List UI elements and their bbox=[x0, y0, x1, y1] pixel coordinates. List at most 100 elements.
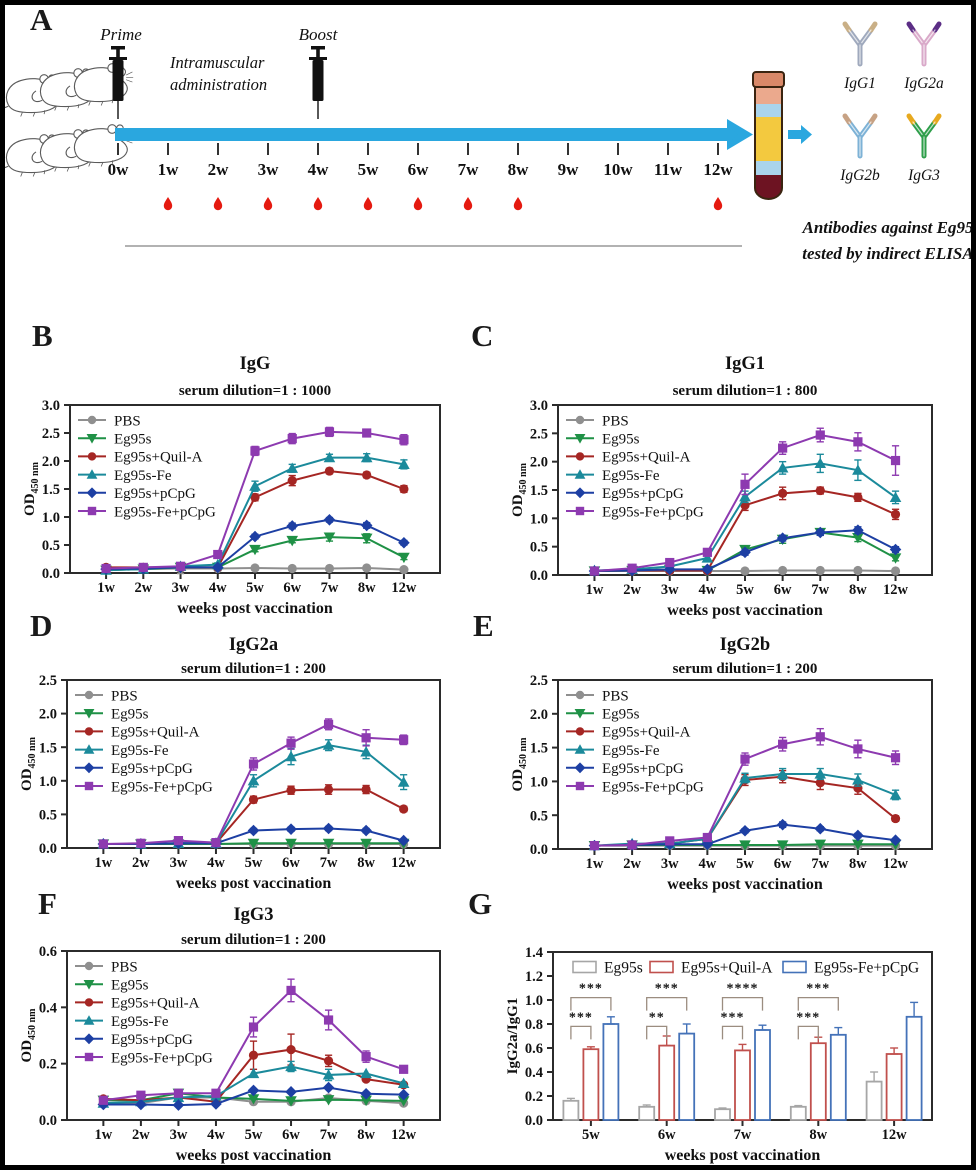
x-tick-label: 4w bbox=[207, 1127, 225, 1143]
x-tick-label: 8w bbox=[357, 1127, 375, 1143]
bar bbox=[714, 1108, 731, 1121]
y-tick-label: 0.5 bbox=[42, 538, 60, 554]
x-tick-label: 2w bbox=[132, 1127, 150, 1143]
y-tick-label: 1.5 bbox=[42, 482, 60, 498]
x-axis-label: weeks post vaccination bbox=[177, 600, 333, 617]
significance-bracket bbox=[570, 1025, 592, 1040]
significance-bracket bbox=[797, 1025, 819, 1040]
legend-label: PBS bbox=[602, 688, 629, 704]
chart-title: IgG1 bbox=[725, 354, 765, 374]
legend-label: Eg95s bbox=[114, 431, 152, 447]
bar bbox=[885, 1053, 903, 1121]
significance-bracket bbox=[721, 996, 764, 1011]
bar bbox=[602, 1023, 620, 1121]
week-label: 5w bbox=[358, 160, 380, 179]
y-tick-label: 1.0 bbox=[525, 993, 543, 1009]
legend: PBS Eg95s Eg95s+Quil-A Eg95s-Fe Eg95s+pCpG Eg… bbox=[78, 413, 216, 520]
legend-label: Eg95s+Quil-A bbox=[114, 450, 203, 466]
x-axis-label: weeks post vaccination bbox=[176, 1147, 332, 1164]
legend-label: Eg95s+Quil-A bbox=[602, 725, 691, 741]
legend-label: Eg95s+pCpG bbox=[111, 761, 193, 777]
week-label: 2w bbox=[208, 160, 230, 179]
y-tick-label: 3.0 bbox=[42, 398, 60, 414]
x-tick-label: 5w bbox=[245, 855, 263, 871]
legend-label: Eg95s+Quil-A bbox=[111, 996, 200, 1012]
week-label: 6w bbox=[408, 160, 430, 179]
significance-stars: *** bbox=[579, 982, 603, 997]
chart-subtitle: serum dilution=1 : 200 bbox=[181, 932, 326, 948]
week-label: 0w bbox=[108, 160, 130, 179]
x-tick-label: 8w bbox=[357, 855, 375, 871]
x-tick-label: 12w bbox=[883, 856, 909, 872]
legend-label: PBS bbox=[602, 413, 629, 429]
x-tick-label: 1w bbox=[586, 856, 604, 872]
x-tick-label: 2w bbox=[134, 580, 152, 596]
blood-drop-icon bbox=[513, 197, 523, 211]
week-label: 10w bbox=[603, 160, 633, 179]
y-tick-label: 0.0 bbox=[525, 1113, 543, 1129]
legend-label: Eg95s-Fe bbox=[111, 1014, 169, 1030]
antibody-label: IgG2b bbox=[839, 167, 880, 184]
x-tick-label: 6w bbox=[658, 1127, 676, 1143]
antibody-icon bbox=[842, 113, 878, 159]
x-tick-label: 4w bbox=[207, 855, 225, 871]
admin-label: administration bbox=[170, 75, 267, 94]
y-axis-label: OD450 nm bbox=[19, 1008, 38, 1063]
x-tick-label: 5w bbox=[245, 1127, 263, 1143]
x-tick-label: 5w bbox=[736, 856, 754, 872]
x-axis-label: weeks post vaccination bbox=[667, 602, 823, 619]
series-Eg95s-Fe+pCpG bbox=[98, 718, 409, 849]
significance-bracket bbox=[646, 996, 688, 1011]
y-tick-label: 0.0 bbox=[530, 568, 548, 584]
antibody-label: IgG3 bbox=[907, 167, 940, 184]
y-tick-label: 2.0 bbox=[530, 455, 548, 471]
blood-drop-icon bbox=[413, 197, 423, 211]
bar-series-Eg95s bbox=[562, 1071, 883, 1121]
significance-stars: **** bbox=[727, 982, 759, 997]
x-tick-label: 6w bbox=[282, 1127, 300, 1143]
x-tick-label: 3w bbox=[661, 856, 679, 872]
chart-title: IgG3 bbox=[233, 905, 273, 925]
significance-stars: *** bbox=[721, 1010, 745, 1025]
timeline-arrowhead bbox=[727, 119, 753, 150]
legend-label: Eg95s-Fe+pCpG bbox=[111, 1050, 213, 1066]
antibody-label: IgG2a bbox=[903, 75, 944, 92]
x-tick-label: 5w bbox=[246, 580, 264, 596]
legend-label: Eg95s bbox=[111, 977, 149, 993]
legend: PBS Eg95s Eg95s+Quil-A Eg95s-Fe Eg95s+pCpG Eg… bbox=[75, 959, 213, 1066]
legend-label: Eg95s-Fe bbox=[114, 468, 172, 484]
x-tick-label: 7w bbox=[811, 856, 829, 872]
y-axis-label: OD450 nm bbox=[22, 461, 41, 516]
x-tick-label: 1w bbox=[95, 855, 113, 871]
panel-label-d: D bbox=[30, 608, 53, 643]
y-tick-label: 1.0 bbox=[39, 774, 57, 790]
chart-title: IgG bbox=[240, 354, 271, 374]
x-tick-label: 7w bbox=[320, 855, 338, 871]
week-label: 4w bbox=[308, 160, 330, 179]
legend-label: Eg95s+pCpG bbox=[111, 1032, 193, 1048]
legend: PBS Eg95s Eg95s+Quil-A Eg95s-Fe Eg95s+pCpG Eg… bbox=[75, 688, 213, 795]
y-tick-label: 1.0 bbox=[42, 510, 60, 526]
timeline-bar bbox=[115, 128, 727, 141]
y-tick-label: 0.6 bbox=[525, 1041, 543, 1057]
bar-series-Eg95s-Fe+pCpG bbox=[602, 1001, 923, 1121]
y-tick-label: 1.2 bbox=[525, 969, 543, 985]
x-tick-label: 7w bbox=[734, 1127, 752, 1143]
x-tick-label: 2w bbox=[623, 856, 641, 872]
chart-panel-F: 0.0 0.2 0.4 0.6 1w 2w 3w 4w 5w 6w 7w 8w 12w IgG3 serum… bbox=[19, 905, 441, 1164]
significance-bracket bbox=[721, 1025, 744, 1040]
bar bbox=[754, 1029, 771, 1121]
y-axis-label: IgG2a/IgG1 bbox=[505, 998, 521, 1075]
x-tick-label: 12w bbox=[391, 1127, 417, 1143]
x-tick-label: 6w bbox=[283, 580, 301, 596]
y-tick-label: 0.5 bbox=[530, 540, 548, 556]
y-tick-label: 0.0 bbox=[39, 841, 57, 857]
blood-tube-icon bbox=[752, 71, 785, 200]
x-tick-label: 8w bbox=[849, 582, 867, 598]
bar bbox=[734, 1049, 751, 1121]
x-tick-label: 4w bbox=[698, 856, 716, 872]
bar bbox=[678, 1032, 696, 1121]
x-tick-label: 12w bbox=[391, 855, 417, 871]
legend-label: Eg95s+pCpG bbox=[114, 486, 196, 502]
legend-label: Eg95s-Fe+pCpG bbox=[111, 779, 213, 795]
